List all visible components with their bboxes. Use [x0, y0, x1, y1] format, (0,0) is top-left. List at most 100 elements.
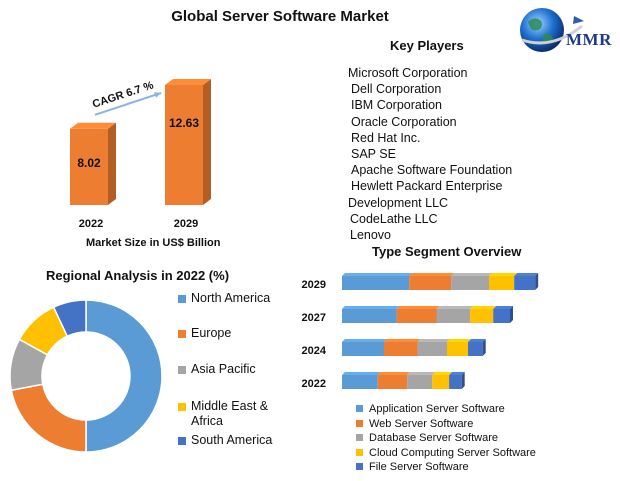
segment-legend-item: Cloud Computing Server Software — [356, 446, 536, 461]
segment-bar — [468, 342, 483, 356]
legend-swatch — [356, 448, 363, 456]
bar-category-label: 2029 — [174, 218, 198, 230]
segment-bar — [342, 375, 378, 389]
regional-legend-item: North America — [178, 291, 287, 306]
segment-bar — [342, 342, 384, 356]
segment-bar-top — [396, 306, 440, 309]
bar-top — [70, 122, 116, 129]
segment-bar-top — [514, 273, 539, 276]
page-title: Global Server Software Market — [171, 8, 389, 25]
segment-bar — [432, 375, 450, 389]
regional-legend-item: Middle East & Africa — [178, 399, 287, 429]
segment-bar — [436, 309, 471, 323]
segment-legend-item: File Server Software — [356, 460, 536, 475]
segment-bar — [409, 276, 452, 290]
regional-legend-item: South America — [178, 433, 287, 448]
globe-icon — [520, 8, 564, 52]
cagr-arrowhead — [154, 92, 161, 98]
key-player-item: Apache Software Foundation — [351, 163, 513, 178]
legend-label: Web Server Software — [369, 417, 474, 430]
legend-swatch — [356, 434, 363, 442]
segment-stacked-chart: 2029 2027 2024 2022 — [302, 273, 539, 390]
segment-bar-top — [342, 339, 387, 342]
segment-bar — [417, 342, 447, 356]
bar-top — [165, 79, 211, 85]
segment-bar — [493, 309, 510, 323]
segment-bar-top — [384, 339, 421, 342]
segment-bar — [489, 276, 515, 290]
segment-bar-top — [451, 273, 492, 276]
mmr-logo — [520, 8, 584, 52]
regional-legend-item: Europe — [178, 326, 287, 341]
segment-title: Type Segment Overview — [372, 244, 522, 259]
segment-bar-top — [470, 306, 497, 309]
segment-bar-side — [461, 372, 465, 389]
segment-bar-top — [493, 306, 513, 309]
segment-category-label: 2022 — [302, 378, 326, 390]
key-player-item: CodeLathe LLC — [350, 211, 438, 226]
legend-label: North America — [191, 291, 271, 305]
segment-bar — [384, 342, 418, 356]
segment-bar-top — [409, 273, 455, 276]
segment-bar-top — [432, 372, 453, 375]
legend-swatch — [178, 437, 186, 445]
legend-swatch — [356, 419, 363, 427]
segment-legend-item: Web Server Software — [356, 417, 536, 432]
segment-bar-top — [436, 306, 474, 309]
key-player-item: Red Hat Inc. — [351, 130, 421, 145]
bar-category-label: 2022 — [79, 218, 103, 230]
regional-donut-chart — [9, 299, 163, 453]
legend-label: Asia Pacific — [191, 362, 256, 376]
segment-bar — [470, 309, 494, 323]
segment-bar-top — [417, 339, 450, 342]
key-players-title: Key Players — [390, 38, 464, 53]
bar-2029 — [165, 85, 203, 205]
key-player-item: Microsoft Corporation — [348, 66, 468, 80]
segment-bar — [407, 375, 433, 389]
key-player-item: Oracle Corporation — [351, 114, 457, 129]
bar-value-label: 8.02 — [77, 156, 101, 170]
key-player-item: IBM Corporation — [351, 98, 443, 113]
donut-slice-north-america — [85, 299, 163, 453]
key-player-item: SAP SE — [351, 147, 396, 162]
legend-label: Cloud Computing Server Software — [369, 446, 536, 459]
key-player-item: Hewlett Packard Enterprise — [351, 179, 503, 194]
segment-legend-item: Database Server Software — [356, 431, 536, 446]
segment-bar-top — [407, 372, 436, 375]
bar-value-label: 12.63 — [169, 116, 199, 130]
segment-bar — [342, 309, 397, 323]
legend-label: Middle East & Africa — [191, 399, 269, 428]
segment-category-label: 2024 — [302, 345, 327, 357]
segment-bar-top — [342, 372, 381, 375]
donut-slice-europe — [10, 383, 87, 453]
legend-swatch — [356, 405, 363, 412]
donut-slice-south-america — [52, 299, 87, 338]
segment-bar-top — [377, 372, 411, 375]
segment-bar — [449, 375, 462, 389]
segment-bar-top — [342, 273, 413, 276]
legend-swatch — [178, 366, 186, 374]
legend-swatch — [178, 403, 186, 411]
segment-bar — [514, 276, 536, 290]
segment-bar-top — [468, 339, 486, 342]
segment-bar — [377, 375, 408, 389]
segment-bar — [396, 309, 437, 323]
bar-side — [108, 122, 116, 205]
bar-side — [203, 79, 211, 205]
segment-category-label: 2027 — [302, 312, 326, 324]
legend-label: File Server Software — [369, 461, 469, 474]
segment-bar-side — [482, 339, 486, 356]
segment-bar — [447, 342, 468, 356]
segment-bar-side — [510, 306, 513, 323]
segment-bar-top — [489, 273, 518, 276]
legend-swatch — [178, 295, 186, 303]
legend-label: Europe — [191, 326, 232, 340]
key-players-list: Microsoft Corporation Dell Corporation IBM… — [348, 65, 512, 243]
regional-legend-item: Asia Pacific — [178, 362, 287, 377]
segment-bar — [342, 276, 410, 290]
segment-legend: Application Server Software Web Server So… — [356, 402, 536, 475]
segment-bar — [451, 276, 489, 290]
segment-bar-top — [449, 372, 465, 375]
bar-2022 — [70, 128, 108, 205]
